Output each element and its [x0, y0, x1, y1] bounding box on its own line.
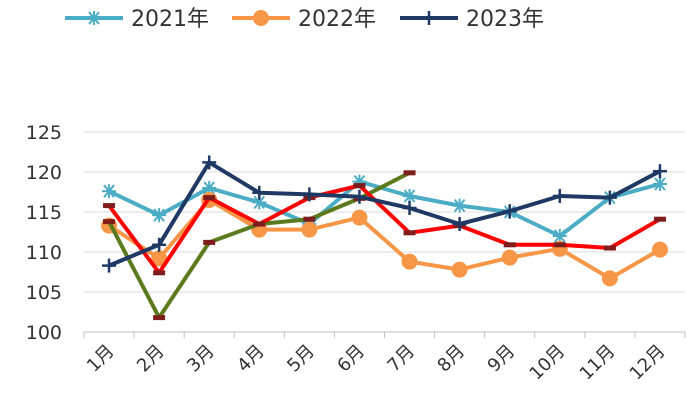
data-point: [402, 189, 417, 203]
data-point: [552, 189, 567, 203]
data-point: [203, 195, 216, 201]
data-point: [202, 155, 217, 170]
data-point: [152, 208, 167, 223]
data-point: [452, 198, 467, 213]
gridlines: [84, 131, 685, 333]
legend-label: 2023年: [466, 7, 544, 32]
data-point: [103, 219, 116, 225]
y-tick-label: 120: [26, 162, 62, 184]
data-point: [253, 221, 266, 227]
data-point: [152, 237, 167, 252]
y-tick-label: 105: [26, 282, 62, 304]
x-axis: 1月 2月 3月 4月 5月 6月 7月 8月 9月 10月 11月 12月: [83, 331, 686, 385]
x-tick-label: 4月: [233, 341, 269, 377]
data-point: [503, 242, 516, 248]
data-point: [252, 185, 267, 200]
data-point: [87, 11, 101, 25]
legend-item: 2023年: [400, 7, 544, 32]
data-point: [403, 230, 416, 236]
series-line: [108, 160, 661, 268]
data-point: [153, 270, 166, 276]
data-point: [553, 242, 566, 248]
series-2023年: [102, 155, 667, 273]
data-point: [652, 164, 667, 179]
legend-label: 2021年: [131, 7, 209, 32]
legend-item: 2021年: [65, 7, 209, 32]
series-line: [108, 179, 661, 238]
data-point: [422, 11, 436, 25]
series-lines: [101, 155, 668, 321]
data-point: [401, 253, 418, 270]
data-point: [402, 201, 417, 215]
data-point: [352, 189, 367, 204]
y-tick-label: 100: [26, 322, 62, 344]
data-point: [153, 315, 166, 321]
y-tick-label: 125: [26, 122, 62, 144]
x-tick-label: 3月: [183, 341, 219, 377]
x-tick-label: 5月: [283, 341, 319, 377]
data-point: [102, 184, 117, 199]
x-tick-label: 1月: [83, 341, 119, 377]
x-tick-label: 2月: [133, 341, 169, 377]
data-point: [552, 229, 567, 243]
x-tick-label: 10月: [526, 341, 570, 385]
data-point: [602, 190, 617, 205]
x-tick-label: 9月: [484, 341, 520, 377]
data-point: [451, 261, 468, 278]
data-point: [302, 187, 317, 202]
x-tick-label: 12月: [626, 341, 670, 385]
data-point: [303, 216, 316, 222]
data-point: [502, 204, 517, 219]
y-tick-label: 110: [26, 242, 62, 264]
data-point: [452, 217, 467, 231]
data-point: [403, 170, 416, 176]
legend-label: 2022年: [298, 7, 376, 32]
y-axis: 100 105 110 115 120 125: [26, 122, 62, 344]
data-point: [603, 245, 616, 251]
data-point: [351, 209, 368, 226]
x-tick-label: 7月: [383, 341, 419, 377]
data-point: [601, 270, 618, 287]
data-point: [103, 203, 116, 209]
data-point: [253, 10, 269, 26]
legend-item: 2022年: [232, 7, 376, 32]
data-point: [651, 241, 668, 258]
data-point: [353, 183, 366, 189]
legend: 2021年 2022年 2023年: [65, 7, 544, 32]
data-point: [653, 216, 666, 222]
y-tick-label: 115: [26, 202, 62, 224]
data-point: [203, 239, 216, 245]
data-point: [301, 221, 318, 238]
x-tick-label: 8月: [433, 341, 469, 377]
data-point: [252, 195, 267, 210]
data-point: [501, 249, 518, 266]
data-point: [652, 177, 667, 191]
x-tick-label: 6月: [333, 341, 369, 377]
x-tick-label: 11月: [576, 341, 620, 385]
data-point: [102, 258, 117, 273]
series-line: [107, 183, 661, 275]
